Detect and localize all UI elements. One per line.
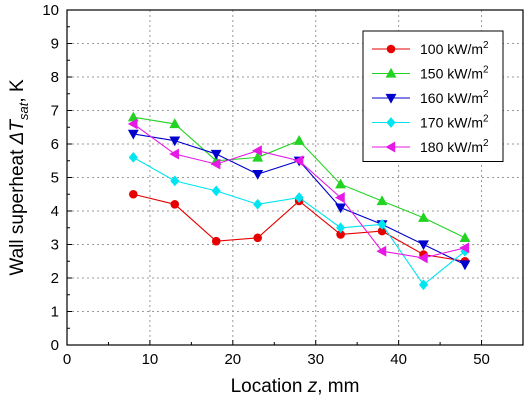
legend-label-text: 100 kW/m — [420, 41, 483, 57]
axis-ticks: 0 10 20 30 40 50 0 1 2 3 4 5 6 7 8 9 10 — [42, 2, 490, 368]
legend-label-sup: 2 — [483, 114, 489, 125]
legend-box — [362, 30, 504, 162]
data-point — [127, 129, 139, 140]
legend-label-sup: 2 — [483, 138, 489, 149]
data-point — [376, 195, 388, 206]
x-tick-label: 50 — [473, 351, 490, 368]
data-point — [376, 245, 387, 257]
x-tick-label: 10 — [142, 351, 159, 368]
y-tick-label: 9 — [51, 36, 59, 53]
legend-item: 160 kW/m2 — [372, 89, 489, 106]
y-tick-label: 3 — [51, 237, 59, 254]
legend-label: 100 kW/m2 — [420, 40, 489, 57]
x-axis-title-var: z — [307, 376, 318, 397]
data-point — [335, 203, 347, 214]
x-tick-label: 20 — [224, 351, 241, 368]
data-point — [252, 151, 264, 162]
data-point — [336, 222, 346, 234]
legend-label: 170 kW/m2 — [420, 114, 489, 131]
data-point — [294, 192, 304, 203]
y-tick-label: 2 — [51, 270, 59, 287]
legend-marker — [386, 44, 396, 54]
y-tick-label: 5 — [51, 170, 59, 187]
y-tick-label: 1 — [51, 304, 59, 321]
y-axis-title-text: Wall superheat — [7, 144, 28, 275]
y-tick-label: 8 — [51, 69, 59, 86]
data-point — [252, 145, 262, 157]
data-point — [459, 242, 470, 254]
data-point — [128, 152, 138, 163]
legend-label-text: 150 kW/m — [420, 66, 483, 82]
y-axis-title-delta: ΔT — [7, 119, 28, 146]
legend-item: 150 kW/m2 — [372, 65, 489, 82]
data-point — [211, 236, 221, 246]
y-tick-label: 7 — [51, 103, 59, 120]
legend-label: 150 kW/m2 — [420, 65, 489, 82]
series-group — [127, 111, 471, 291]
data-point — [293, 155, 304, 167]
legend-item: 170 kW/m2 — [372, 114, 489, 131]
y-tick-label: 4 — [51, 203, 59, 220]
series-3 — [128, 152, 470, 291]
data-point — [253, 233, 262, 243]
data-point — [377, 219, 387, 230]
data-point — [417, 252, 428, 264]
data-point — [210, 158, 221, 170]
legend-label: 180 kW/m2 — [420, 138, 489, 155]
legend-label-text: 180 kW/m — [420, 139, 483, 155]
legend-item: 100 kW/m2 — [372, 40, 489, 57]
y-tick-label: 6 — [51, 136, 59, 153]
data-point — [459, 260, 471, 271]
legend-label-sup: 2 — [483, 40, 489, 51]
data-point — [418, 240, 429, 251]
x-tick-label: 30 — [307, 351, 324, 368]
x-axis-title: Location z, mm — [231, 376, 360, 397]
legend-item: 180 kW/m2 — [372, 138, 489, 155]
data-point — [418, 212, 429, 222]
data-point — [418, 279, 429, 291]
data-point — [169, 136, 181, 147]
y-axis-title-unit: , K — [7, 79, 28, 103]
legend-label-sup: 2 — [483, 89, 489, 100]
legend-marker — [386, 117, 396, 128]
series-4 — [127, 118, 470, 264]
data-point — [335, 178, 347, 189]
data-point — [170, 200, 180, 209]
legend-marker — [385, 67, 397, 78]
x-axis-title-unit: , mm — [317, 376, 359, 397]
legend-marker — [385, 93, 397, 104]
data-point — [169, 148, 179, 160]
x-tick-label: 0 — [63, 351, 71, 368]
legend-label: 160 kW/m2 — [420, 89, 489, 106]
data-point — [129, 189, 138, 199]
data-point — [459, 232, 471, 242]
data-point — [211, 185, 221, 197]
legend-label-text: 170 kW/m — [420, 115, 483, 131]
series-line — [133, 156, 466, 286]
y-tick-label: 0 — [51, 337, 59, 354]
x-tick-label: 40 — [390, 351, 407, 368]
data-point — [169, 118, 181, 129]
data-point — [334, 192, 345, 204]
legend-marker — [385, 141, 396, 153]
data-point — [127, 118, 138, 130]
series-1 — [127, 111, 471, 242]
data-point — [293, 135, 305, 145]
legend-label-text: 160 kW/m — [420, 90, 483, 106]
y-axis-title-sub: sat — [16, 101, 31, 120]
y-tick-label: 10 — [42, 2, 59, 19]
data-point — [210, 149, 222, 160]
data-point — [253, 198, 263, 210]
data-point — [252, 169, 264, 180]
legend-label-sup: 2 — [483, 65, 489, 76]
data-point — [170, 175, 180, 187]
x-axis-title-text: Location — [231, 376, 308, 397]
y-axis-title: Wall superheat ΔTsat, K — [7, 79, 31, 276]
